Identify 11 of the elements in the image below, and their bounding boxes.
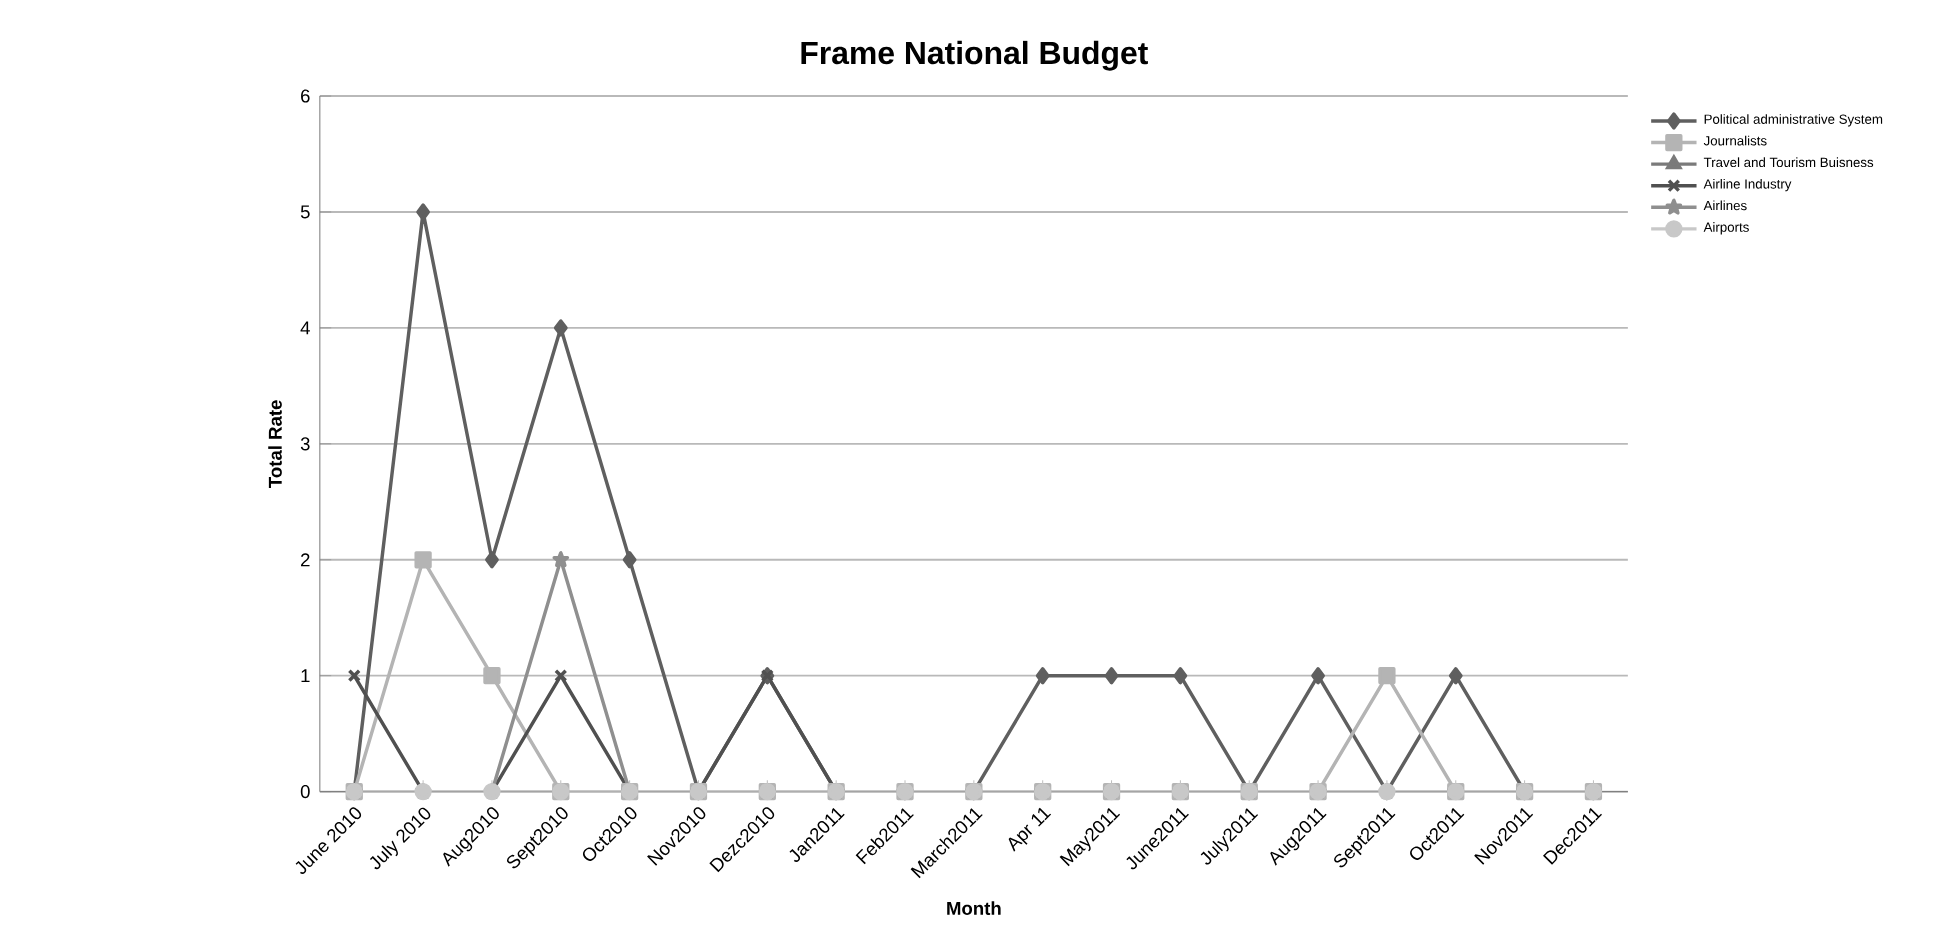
y-tick-label: 3	[300, 437, 310, 451]
y-tick-label: 1	[301, 669, 310, 683]
y-tick-label: 2	[301, 553, 310, 567]
y-tick-label: 6	[301, 89, 310, 103]
y-tick-label: 4	[300, 321, 310, 335]
x-axis-title: Month	[947, 901, 1001, 916]
y-tick-label: 0	[300, 785, 310, 799]
y-tick-label: 5	[300, 205, 310, 219]
y-axis-title: Total Rate	[268, 400, 282, 488]
chart-title: Frame National Budget	[801, 40, 1148, 71]
x-tick-label: Apr 11	[1008, 807, 1052, 852]
